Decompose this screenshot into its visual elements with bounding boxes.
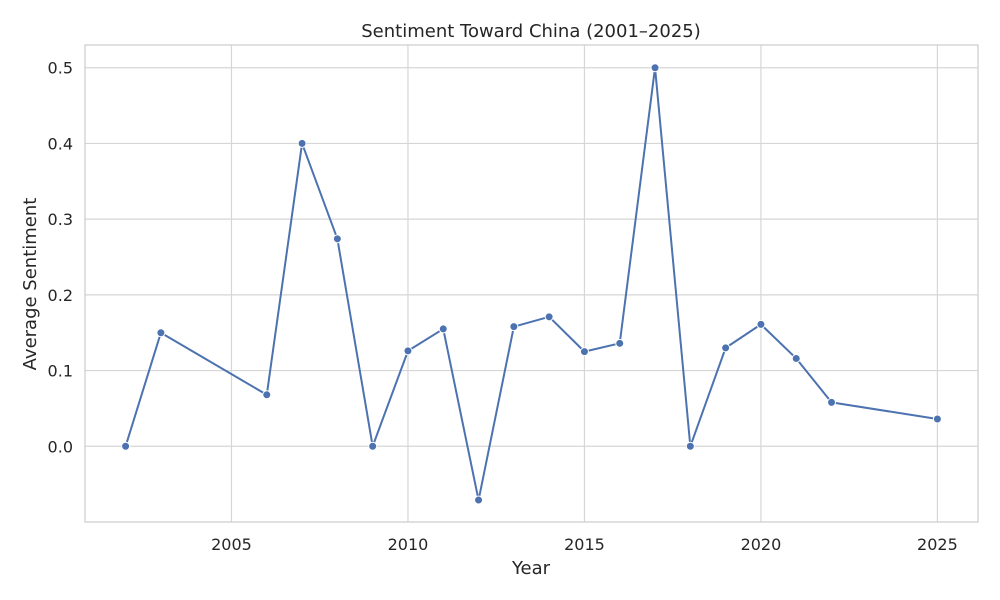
x-tick-label: 2010 (388, 535, 429, 554)
data-point (438, 324, 448, 334)
series-layer (121, 63, 942, 505)
y-tick-label: 0.3 (48, 210, 73, 229)
data-point (615, 338, 625, 348)
plot-frame (84, 44, 979, 523)
data-point (509, 322, 519, 332)
data-point (156, 328, 166, 338)
data-point (756, 319, 766, 329)
y-axis-label: Average Sentiment (20, 198, 41, 371)
chart-title: Sentiment Toward China (2001–2025) (361, 21, 701, 42)
y-tick-label: 0.5 (48, 59, 73, 78)
data-point (121, 441, 131, 451)
data-point (932, 414, 942, 424)
y-tick-label: 0.1 (48, 362, 73, 381)
data-point (403, 346, 413, 356)
x-tick-label: 2005 (211, 535, 252, 554)
data-point (297, 138, 307, 148)
data-point (721, 343, 731, 353)
data-point (544, 312, 554, 322)
data-point (685, 441, 695, 451)
x-axis-label: Year (511, 558, 551, 579)
data-point (579, 347, 589, 357)
data-point (650, 63, 660, 73)
data-point (368, 441, 378, 451)
grid (85, 45, 978, 522)
y-tick-label: 0.0 (48, 437, 73, 456)
y-tick-label: 0.4 (48, 134, 73, 153)
data-point (332, 234, 342, 244)
axes: 2005 2010 2015 2020 2025 0.0 0.1 0.2 0.3 0.4 0.5 (48, 44, 979, 554)
y-tick-label: 0.2 (48, 286, 73, 305)
x-tick-label: 2025 (917, 535, 958, 554)
series-line (124, 66, 938, 502)
x-tick-label: 2020 (741, 535, 782, 554)
data-point (791, 353, 801, 363)
x-tick-label: 2015 (564, 535, 605, 554)
data-point (827, 397, 837, 407)
data-point (474, 495, 484, 505)
data-point (262, 390, 272, 400)
